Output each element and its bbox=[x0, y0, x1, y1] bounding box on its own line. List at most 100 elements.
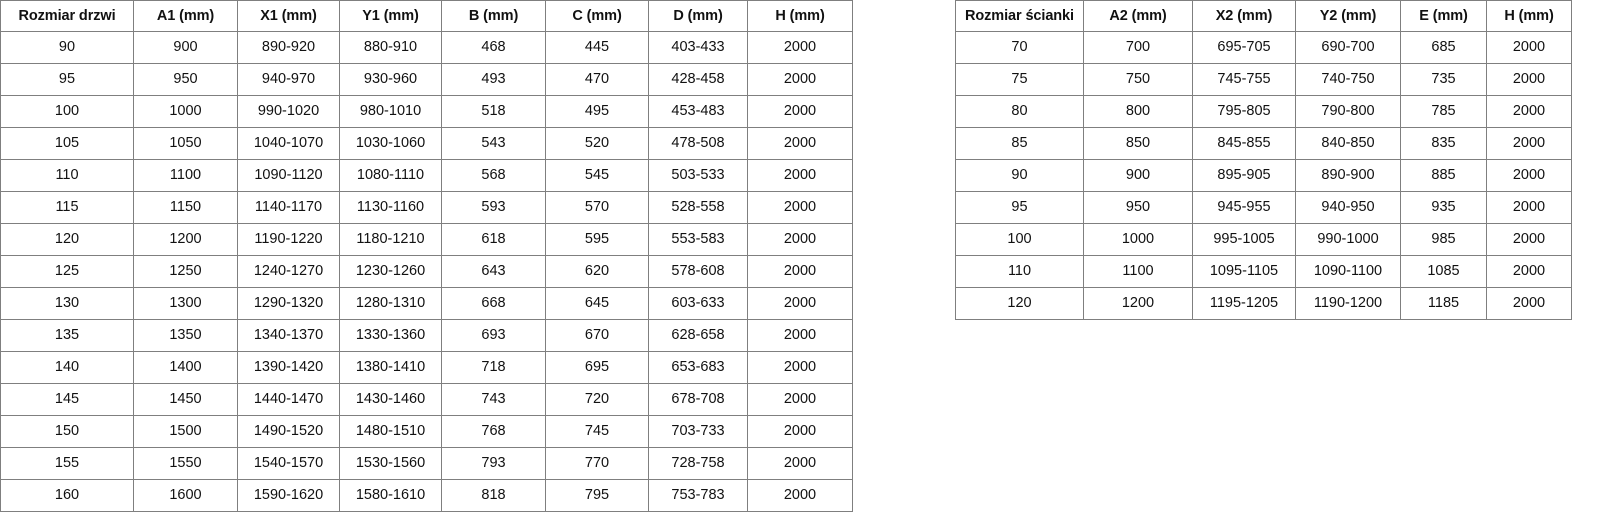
table-row: 90 900 895-905 890-900 885 2000 bbox=[955, 159, 1572, 192]
table-cell: 520 bbox=[545, 127, 649, 160]
table-cell: 100 bbox=[955, 223, 1084, 256]
column-header-b: B (mm) bbox=[441, 0, 546, 32]
table-cell: 90 bbox=[955, 159, 1084, 192]
table-cell: 2000 bbox=[1486, 159, 1572, 192]
column-header-x2: X2 (mm) bbox=[1192, 0, 1296, 32]
table-cell: 2000 bbox=[1486, 63, 1572, 96]
column-header-rozmiar-drzwi: Rozmiar drzwi bbox=[0, 0, 134, 32]
table-cell: 135 bbox=[0, 319, 134, 352]
table-cell: 1150 bbox=[133, 191, 238, 224]
walls-table-header: Rozmiar ścianki A2 (mm) X2 (mm) Y2 (mm) … bbox=[955, 0, 1572, 32]
table-cell: 740-750 bbox=[1295, 63, 1401, 96]
table-cell: 770 bbox=[545, 447, 649, 480]
table-cell: 1600 bbox=[133, 479, 238, 512]
table-row: 145 1450 1440-1470 1430-1460 743 720 678-708 20… bbox=[0, 383, 853, 416]
table-cell: 2000 bbox=[747, 63, 853, 96]
table-cell: 160 bbox=[0, 479, 134, 512]
table-cell: 428-458 bbox=[648, 63, 748, 96]
table-cell: 570 bbox=[545, 191, 649, 224]
table-cell: 1040-1070 bbox=[237, 127, 340, 160]
table-cell: 990-1000 bbox=[1295, 223, 1401, 256]
table-cell: 895-905 bbox=[1192, 159, 1296, 192]
column-header-y2: Y2 (mm) bbox=[1295, 0, 1401, 32]
table-cell: 1095-1105 bbox=[1192, 255, 1296, 288]
walls-table-container: Rozmiar ścianki A2 (mm) X2 (mm) Y2 (mm) … bbox=[955, 0, 1572, 320]
table-row: 100 1000 995-1005 990-1000 985 2000 bbox=[955, 223, 1572, 256]
doors-table-container: Rozmiar drzwi A1 (mm) X1 (mm) Y1 (mm) B … bbox=[0, 0, 853, 512]
column-header-x1: X1 (mm) bbox=[237, 0, 340, 32]
column-header-a1: A1 (mm) bbox=[133, 0, 238, 32]
table-cell: 1090-1120 bbox=[237, 159, 340, 192]
table-cell: 518 bbox=[441, 95, 546, 128]
table-cell: 105 bbox=[0, 127, 134, 160]
table-cell: 568 bbox=[441, 159, 546, 192]
table-cell: 155 bbox=[0, 447, 134, 480]
table-cell: 1230-1260 bbox=[339, 255, 442, 288]
column-header-c: C (mm) bbox=[545, 0, 649, 32]
table-cell: 1350 bbox=[133, 319, 238, 352]
table-cell: 2000 bbox=[747, 191, 853, 224]
table-cell: 1300 bbox=[133, 287, 238, 320]
table-cell: 2000 bbox=[1486, 31, 1572, 64]
table-cell: 1090-1100 bbox=[1295, 255, 1401, 288]
table-cell: 800 bbox=[1083, 95, 1193, 128]
walls-table-body: 70 700 695-705 690-700 685 2000 75 750 745-755 74… bbox=[955, 31, 1572, 320]
table-cell: 900 bbox=[1083, 159, 1193, 192]
table-cell: 1030-1060 bbox=[339, 127, 442, 160]
table-cell: 743 bbox=[441, 383, 546, 416]
table-cell: 140 bbox=[0, 351, 134, 384]
table-header-row: Rozmiar ścianki A2 (mm) X2 (mm) Y2 (mm) … bbox=[955, 0, 1572, 32]
table-cell: 720 bbox=[545, 383, 649, 416]
table-row: 115 1150 1140-1170 1130-1160 593 570 528-558 20… bbox=[0, 191, 853, 224]
table-cell: 1185 bbox=[1400, 287, 1487, 320]
table-cell: 2000 bbox=[747, 319, 853, 352]
table-cell: 950 bbox=[133, 63, 238, 96]
table-cell: 728-758 bbox=[648, 447, 748, 480]
table-cell: 2000 bbox=[1486, 287, 1572, 320]
table-cell: 1080-1110 bbox=[339, 159, 442, 192]
table-cell: 95 bbox=[955, 191, 1084, 224]
doors-specification-table: Rozmiar drzwi A1 (mm) X1 (mm) Y1 (mm) B … bbox=[0, 0, 853, 512]
table-cell: 110 bbox=[955, 255, 1084, 288]
table-cell: 700 bbox=[1083, 31, 1193, 64]
table-cell: 1390-1420 bbox=[237, 351, 340, 384]
table-cell: 1440-1470 bbox=[237, 383, 340, 416]
column-header-a2: A2 (mm) bbox=[1083, 0, 1193, 32]
table-cell: 1000 bbox=[1083, 223, 1193, 256]
table-row: 160 1600 1590-1620 1580-1610 818 795 753-783 20… bbox=[0, 479, 853, 512]
table-cell: 890-920 bbox=[237, 31, 340, 64]
table-cell: 503-533 bbox=[648, 159, 748, 192]
column-header-h: H (mm) bbox=[747, 0, 853, 32]
table-cell: 595 bbox=[545, 223, 649, 256]
table-cell: 945-955 bbox=[1192, 191, 1296, 224]
table-row: 70 700 695-705 690-700 685 2000 bbox=[955, 31, 1572, 64]
table-cell: 845-855 bbox=[1192, 127, 1296, 160]
table-cell: 745 bbox=[545, 415, 649, 448]
table-cell: 930-960 bbox=[339, 63, 442, 96]
table-cell: 2000 bbox=[747, 383, 853, 416]
table-cell: 670 bbox=[545, 319, 649, 352]
table-cell: 745-755 bbox=[1192, 63, 1296, 96]
doors-table-body: 90 900 890-920 880-910 468 445 403-433 2000 95 95… bbox=[0, 31, 853, 512]
table-cell: 75 bbox=[955, 63, 1084, 96]
table-cell: 1380-1410 bbox=[339, 351, 442, 384]
table-row: 120 1200 1195-1205 1190-1200 1185 2000 bbox=[955, 287, 1572, 320]
table-row: 110 1100 1090-1120 1080-1110 568 545 503-533 20… bbox=[0, 159, 853, 192]
column-header-rozmiar-scianki: Rozmiar ścianki bbox=[955, 0, 1084, 32]
table-cell: 145 bbox=[0, 383, 134, 416]
table-row: 105 1050 1040-1070 1030-1060 543 520 478-508 20… bbox=[0, 127, 853, 160]
table-cell: 750 bbox=[1083, 63, 1193, 96]
table-cell: 2000 bbox=[747, 287, 853, 320]
table-cell: 980-1010 bbox=[339, 95, 442, 128]
table-row: 120 1200 1190-1220 1180-1210 618 595 553-583 20… bbox=[0, 223, 853, 256]
table-cell: 1200 bbox=[1083, 287, 1193, 320]
table-row: 100 1000 990-1020 980-1010 518 495 453-483 2000 bbox=[0, 95, 853, 128]
table-cell: 718 bbox=[441, 351, 546, 384]
table-cell: 653-683 bbox=[648, 351, 748, 384]
table-cell: 543 bbox=[441, 127, 546, 160]
table-cell: 785 bbox=[1400, 95, 1487, 128]
table-cell: 668 bbox=[441, 287, 546, 320]
table-cell: 1330-1360 bbox=[339, 319, 442, 352]
table-cell: 553-583 bbox=[648, 223, 748, 256]
